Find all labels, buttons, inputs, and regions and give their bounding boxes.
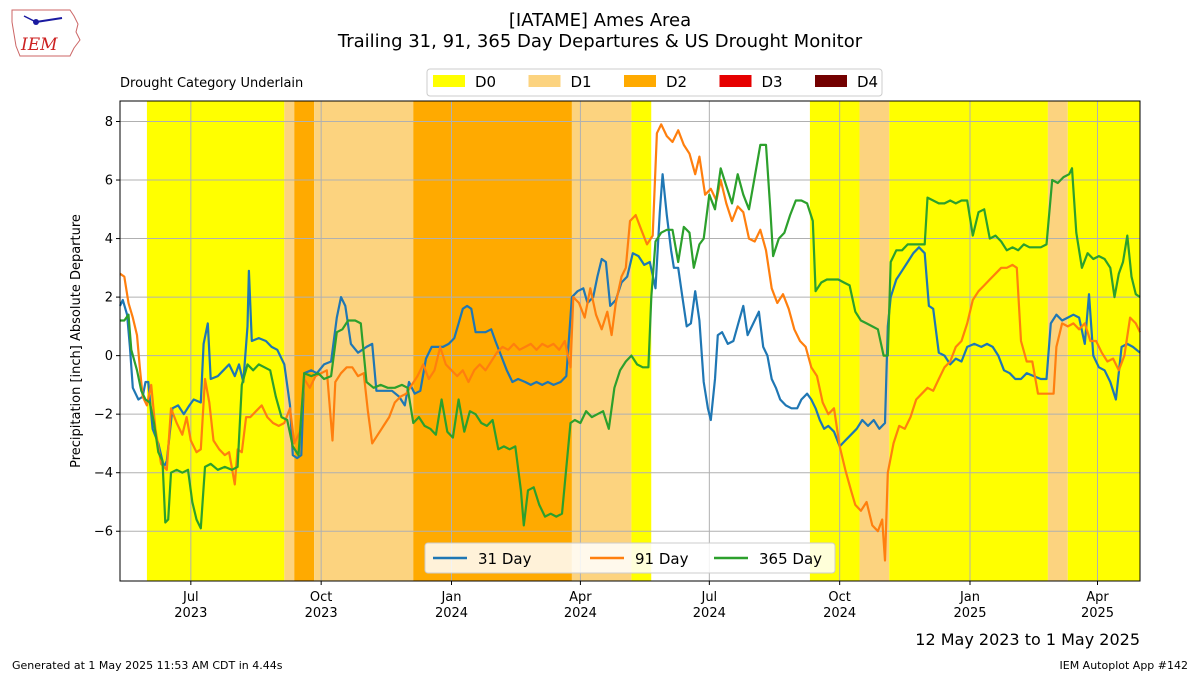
plot-frame (119, 100, 1141, 582)
drought-band-d2 (294, 101, 315, 581)
drought-legend-label: D3 (762, 73, 783, 91)
x-tick-year: 2025 (1081, 606, 1114, 621)
series-line-365-day (120, 143, 1141, 530)
chart-title-line1: [IATAME] Ames Area (509, 10, 691, 31)
drought-legend-label: D4 (857, 73, 878, 91)
series-line-91-day (119, 123, 1141, 562)
x-tick-year: 2024 (435, 606, 468, 621)
x-tick-month: Jan (959, 590, 980, 605)
series-legend-label: 31 Day (478, 550, 532, 568)
drought-band-d0 (809, 101, 860, 581)
series-legend-label: 91 Day (635, 550, 689, 568)
x-tick-year: 2023 (174, 606, 207, 621)
drought-bands (146, 101, 1140, 581)
drought-legend-label: D1 (571, 73, 592, 91)
x-tick-month: Oct (310, 590, 332, 605)
x-axis: Jul2023Oct2023Jan2024Apr2024Jul2024Oct20… (174, 581, 1114, 621)
plot-area (119, 100, 1141, 582)
drought-underlain-label: Drought Category Underlain (120, 76, 303, 91)
drought-legend-swatch-d0 (433, 75, 465, 87)
y-axis: 8 6 4 2 0 −2 −4 −6 (94, 115, 120, 540)
drought-band-d1 (859, 101, 890, 581)
drought-legend-swatch-d3 (719, 75, 752, 87)
drought-band-d1 (571, 101, 632, 581)
iowa-outline-icon (11, 9, 81, 57)
drought-band-d2 (413, 101, 572, 581)
x-tick-month: Jan (440, 590, 461, 605)
series-lines (119, 123, 1141, 562)
series-legend: 31 Day 91 Day 365 Day (424, 542, 836, 574)
drought-band-d1 (284, 101, 295, 581)
date-range-label: 12 May 2023 to 1 May 2025 (915, 630, 1140, 649)
generated-footer: Generated at 1 May 2025 11:53 AM CDT in … (12, 659, 283, 672)
drought-legend-label: D2 (666, 73, 687, 91)
x-tick-year: 2024 (823, 606, 856, 621)
logo-text: IEM (20, 35, 58, 55)
x-tick-year: 2025 (953, 606, 986, 621)
y-tick-label: −4 (94, 466, 113, 481)
x-tick-month: Jul (700, 590, 717, 605)
app-footer: IEM Autoplot App #142 (1060, 659, 1189, 672)
chart-title-line2: Trailing 31, 91, 365 Day Departures & US… (337, 31, 863, 52)
y-tick-label: −2 (94, 408, 113, 423)
y-tick-label: 4 (105, 232, 113, 247)
drought-band-d0 (1067, 101, 1140, 581)
x-tick-year: 2024 (693, 606, 726, 621)
drought-band-d0 (631, 101, 652, 581)
drought-band-d1 (314, 101, 414, 581)
drought-legend-swatch-d1 (528, 75, 561, 87)
series-legend-label: 365 Day (759, 550, 822, 568)
series-line-31-day (119, 173, 1141, 468)
y-axis-label: Precipitation [inch] Absolute Departure (69, 214, 84, 468)
series-legend-box (424, 542, 836, 574)
x-tick-month: Jul (182, 590, 199, 605)
y-tick-label: 2 (105, 291, 113, 306)
drought-band-d0 (889, 101, 1048, 581)
drought-legend-label: D0 (475, 73, 496, 91)
x-tick-month: Apr (1086, 590, 1109, 605)
drought-legend: D0 D1 D2 D3 D4 (426, 68, 883, 97)
y-tick-label: 8 (105, 115, 113, 130)
x-tick-year: 2024 (564, 606, 597, 621)
x-tick-month: Oct (828, 590, 850, 605)
grid-lines (120, 101, 1140, 581)
y-tick-label: −6 (94, 525, 113, 540)
y-tick-label: 0 (105, 349, 113, 364)
drought-legend-swatch-d2 (624, 75, 656, 87)
drought-legend-swatch-d4 (815, 75, 847, 87)
y-tick-label: 6 (105, 174, 113, 189)
iem-logo: IEM (11, 9, 81, 57)
x-tick-year: 2023 (305, 606, 338, 621)
x-tick-month: Apr (569, 590, 592, 605)
